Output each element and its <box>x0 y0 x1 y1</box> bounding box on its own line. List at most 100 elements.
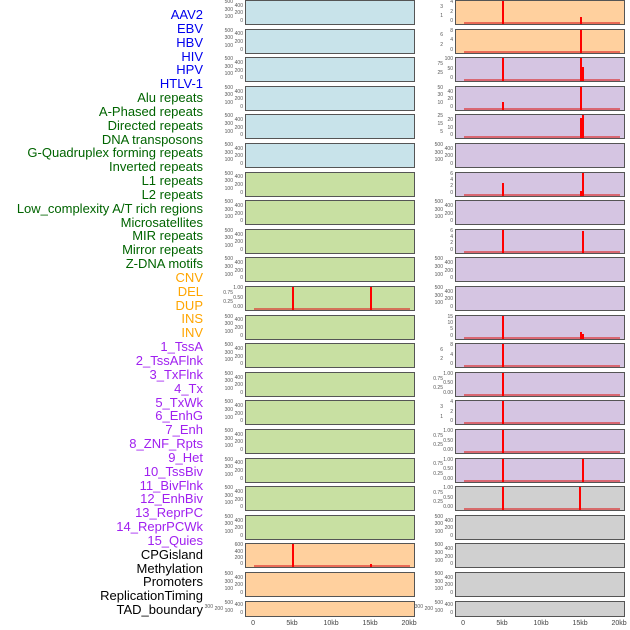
y-tick-label: 500 <box>434 542 443 549</box>
track-label: DUP <box>175 297 203 313</box>
y-tick-label: 25 <box>437 70 443 77</box>
y-tick-label: 0 <box>240 418 243 425</box>
y-tick-label: 100 <box>224 607 233 614</box>
y-tick-label: 300 <box>224 63 233 70</box>
signal-bar <box>581 115 584 139</box>
y-tick-label: 200 <box>444 210 453 217</box>
y-tick-label: 400 <box>234 374 243 381</box>
y-tick-label: 400 <box>444 517 453 524</box>
y-tick-label: 100 <box>434 157 443 164</box>
y-tick-label: 400 <box>234 403 243 410</box>
y-tick-label: 0 <box>450 418 453 425</box>
y-tick-label: 100 <box>224 42 233 49</box>
y-tick-label: 200 <box>234 96 243 103</box>
x-tick-label: 10kb <box>533 620 549 627</box>
y-tick-label: 400 <box>234 145 243 152</box>
y-tick-label: 6 <box>440 346 443 353</box>
signal-bar <box>580 16 583 24</box>
track-panel <box>455 343 625 369</box>
y-tick-label: 400 <box>234 317 243 324</box>
track-panel <box>245 85 415 111</box>
track-panel <box>245 114 415 140</box>
track-panel <box>455 429 625 454</box>
y-tick-label: 0 <box>450 332 453 339</box>
y-tick-label: 300 <box>224 264 233 270</box>
track-panel <box>455 286 625 311</box>
y-tick-label: 400 <box>234 174 243 181</box>
x-tick-label: 0 <box>251 620 255 627</box>
y-tick-label: 0.25 <box>433 470 443 477</box>
baseline <box>464 365 621 368</box>
y-tick-label: 100 <box>224 586 233 593</box>
y-tick-label: 0 <box>240 361 243 368</box>
y-tick-label: 100 <box>224 471 233 478</box>
y-tick-label: 100 <box>224 128 233 135</box>
y-tick-label: 200 <box>444 553 453 560</box>
y-tick-label: 30 <box>437 92 443 99</box>
y-tick-label: 100 <box>224 357 233 364</box>
y-tick-label: 100 <box>434 586 443 593</box>
y-tick-label: 0 <box>240 132 243 139</box>
track-label: Promoters <box>143 574 203 590</box>
x-tick-label: 5kb <box>286 620 298 627</box>
baseline <box>464 79 621 82</box>
track-panel <box>455 543 625 569</box>
y-tick-label: 400 <box>234 231 243 238</box>
track-label: Z-DNA motifs <box>125 256 203 272</box>
y-tick-label: 300 <box>224 235 233 242</box>
y-tick-label: 500 <box>224 342 233 349</box>
y-tick-label: 500 <box>224 56 233 63</box>
signal-bar <box>502 58 505 82</box>
y-tick-label: 200 <box>234 525 243 532</box>
track-panel <box>245 572 415 597</box>
y-tick-label: 100 <box>224 157 233 164</box>
track-panel <box>455 486 625 512</box>
y-tick-label: 0.75 <box>433 375 443 382</box>
y-tick-label: 100 <box>434 529 443 535</box>
y-tick-label: 20 <box>447 96 453 103</box>
track-panel <box>245 57 415 83</box>
track-label: L1 repeats <box>141 173 203 189</box>
y-tick-label: 400 <box>444 260 453 267</box>
y-tick-label: 50 <box>437 84 443 91</box>
signal-bar <box>502 401 505 425</box>
y-tick-label: 200 <box>234 39 243 45</box>
y-tick-label: 0.25 <box>223 299 233 306</box>
y-tick-label: 100 <box>224 443 233 450</box>
track-label: INV <box>181 325 203 341</box>
track-label: HBV <box>176 34 203 50</box>
track-label: 10_TssBiv <box>143 463 203 479</box>
y-tick-label: 300 <box>434 578 443 585</box>
baseline <box>254 308 411 310</box>
y-tick-label: 200 <box>444 267 453 274</box>
y-tick-label: 200 <box>444 582 453 589</box>
x-tick-label: 20kb <box>401 620 417 627</box>
y-tick-label: 0 <box>240 332 243 339</box>
y-tick-label: 5 <box>450 326 453 333</box>
y-tick-label: 75 <box>437 60 443 67</box>
y-tick-label: 300 <box>224 149 233 156</box>
track-panel <box>455 314 625 340</box>
y-tick-label: 400 <box>234 260 243 267</box>
y-tick-label: 300 <box>224 435 233 442</box>
y-tick-label: 300 <box>224 349 233 356</box>
y-tick-label: 4 <box>450 399 453 406</box>
track-label: 7_Enh <box>165 422 203 438</box>
y-tick-label: 0 <box>240 75 243 82</box>
signal-bar <box>502 458 505 482</box>
y-tick-label: 500 <box>224 428 233 434</box>
y-tick-label: 0 <box>240 161 243 167</box>
y-tick-label: 500 <box>224 0 233 5</box>
y-tick-label: 100 <box>224 214 233 221</box>
y-tick-label: 0 <box>240 532 243 539</box>
signal-bar <box>581 334 584 339</box>
track-panel <box>455 257 625 283</box>
track-label: 2_TssAFlnk <box>135 353 203 368</box>
y-tick-label: 0.50 <box>443 494 453 501</box>
y-tick-label: 0.25 <box>433 442 443 449</box>
track-panel <box>245 514 415 540</box>
y-tick-label: 5 <box>440 128 443 135</box>
signal-bar <box>581 458 584 482</box>
y-tick-label: 0 <box>450 561 453 568</box>
signal-bar <box>579 487 582 511</box>
